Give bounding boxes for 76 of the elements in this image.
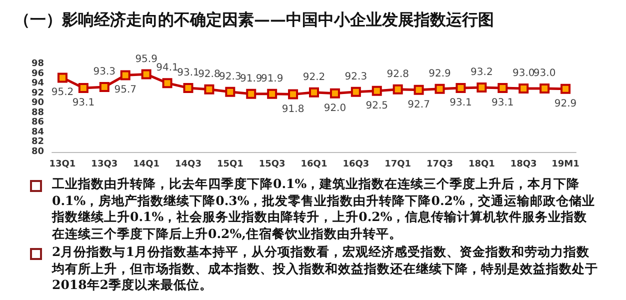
- point: [414, 84, 424, 95]
- y-tick-label: 90: [31, 98, 44, 108]
- point: [288, 89, 298, 100]
- text: 93.0: [533, 68, 556, 79]
- text: 92.0: [324, 102, 346, 114]
- text: 工业指数由升转降，比去年四季度下降0.1%，建筑业指数在连续三个季度上升后，本月下降0.1%，房地产指数继续下降0.3%，批发零售业指数由升转降下降0.2%，交通运输邮政仓储业指数继续上升0.1%，社会服务业指数由降转升，上升0.2%，信息传输计算机软件服务业指数在连续三个季度下降后上升0.2%,住宿餐饮业指数由升转平。: [52, 176, 595, 240]
- text: 93.1: [72, 97, 95, 108]
- x-tick-label: 19M1: [552, 160, 580, 170]
- point: [246, 88, 256, 99]
- text: 92.2: [302, 72, 326, 83]
- text: 95.7: [114, 84, 136, 96]
- point: [434, 84, 445, 94]
- y-tick-label: 84: [31, 127, 44, 138]
- x-tick-label: 18Q3: [510, 160, 537, 170]
- point: [183, 82, 194, 93]
- text: 92.8: [198, 68, 220, 80]
- x-tick-label: 13Q1: [49, 160, 76, 170]
- text: 95.9: [135, 54, 158, 65]
- y-tick-label: 92: [31, 88, 44, 98]
- text: 94.1: [156, 62, 178, 74]
- x-tick-label: 14Q1: [133, 160, 160, 170]
- text: 95.2: [51, 87, 74, 98]
- text: 93.1: [492, 97, 514, 108]
- text: 93.1: [177, 67, 200, 78]
- point: [78, 82, 88, 93]
- text: 92.3: [344, 71, 368, 82]
- x-tick-label: 13Q3: [91, 160, 118, 170]
- text: 92.7: [408, 99, 430, 110]
- y-tick-label: 94: [31, 78, 44, 89]
- x-tick-label: 16Q1: [300, 160, 328, 170]
- point: [309, 87, 319, 98]
- point: [498, 82, 508, 93]
- point: [350, 86, 361, 97]
- y-tick-label: 80: [31, 147, 44, 157]
- x-tick-label: 18Q1: [468, 160, 495, 170]
- point: [540, 83, 550, 94]
- y-tick-label: 96: [31, 68, 44, 79]
- point: [560, 84, 571, 94]
- point: [476, 82, 487, 92]
- point: [120, 70, 130, 80]
- y-tick-label: 88: [31, 108, 44, 118]
- point: [225, 86, 236, 97]
- text: 92.9: [554, 98, 577, 110]
- x-tick-label: 16Q3: [342, 160, 370, 170]
- point: [141, 69, 152, 80]
- text: 92.8: [386, 68, 409, 80]
- point: [372, 86, 382, 96]
- x-tick-label: 17Q3: [426, 160, 453, 170]
- point: [57, 72, 68, 83]
- text: 91.9: [240, 73, 262, 84]
- text: 92.3: [219, 71, 242, 82]
- chart-title: （一）影响经济走向的不确定因素——中国中小企业发展指数运行图: [14, 10, 494, 31]
- point: [330, 88, 340, 98]
- text: 93.1: [450, 97, 472, 108]
- x-tick-label: 15Q1: [216, 160, 244, 170]
- point: [267, 88, 278, 99]
- y-tick-label: 82: [31, 137, 44, 148]
- point: [99, 82, 110, 92]
- y-tick-label: 86: [31, 118, 44, 128]
- point: [518, 83, 529, 94]
- y-tick-label: 98: [31, 59, 44, 69]
- point: [162, 78, 172, 88]
- text: 92.9: [428, 68, 451, 80]
- x-tick-label: 17Q1: [384, 160, 412, 170]
- point: [204, 84, 214, 94]
- x-tick-label: 14Q3: [175, 160, 202, 170]
- text: 93.3: [93, 66, 116, 78]
- text: 93.0: [512, 68, 535, 79]
- point: [392, 84, 403, 94]
- text: 2月份指数与1月份指数基本持平，从分项指数看，宏观经济感受指数、资金指数和劳动力指数均有所上升，但市场指数、成本指数、投入指数和效益指数还在继续下降，特别是效益指数处于2018年2季度以来最低位。: [52, 244, 598, 292]
- text: 91.9: [260, 73, 284, 84]
- text: 93.2: [470, 66, 493, 78]
- text: 92.5: [366, 100, 388, 112]
- point: [456, 82, 466, 93]
- x-tick-label: 15Q3: [258, 160, 286, 170]
- text: 91.8: [282, 104, 304, 115]
